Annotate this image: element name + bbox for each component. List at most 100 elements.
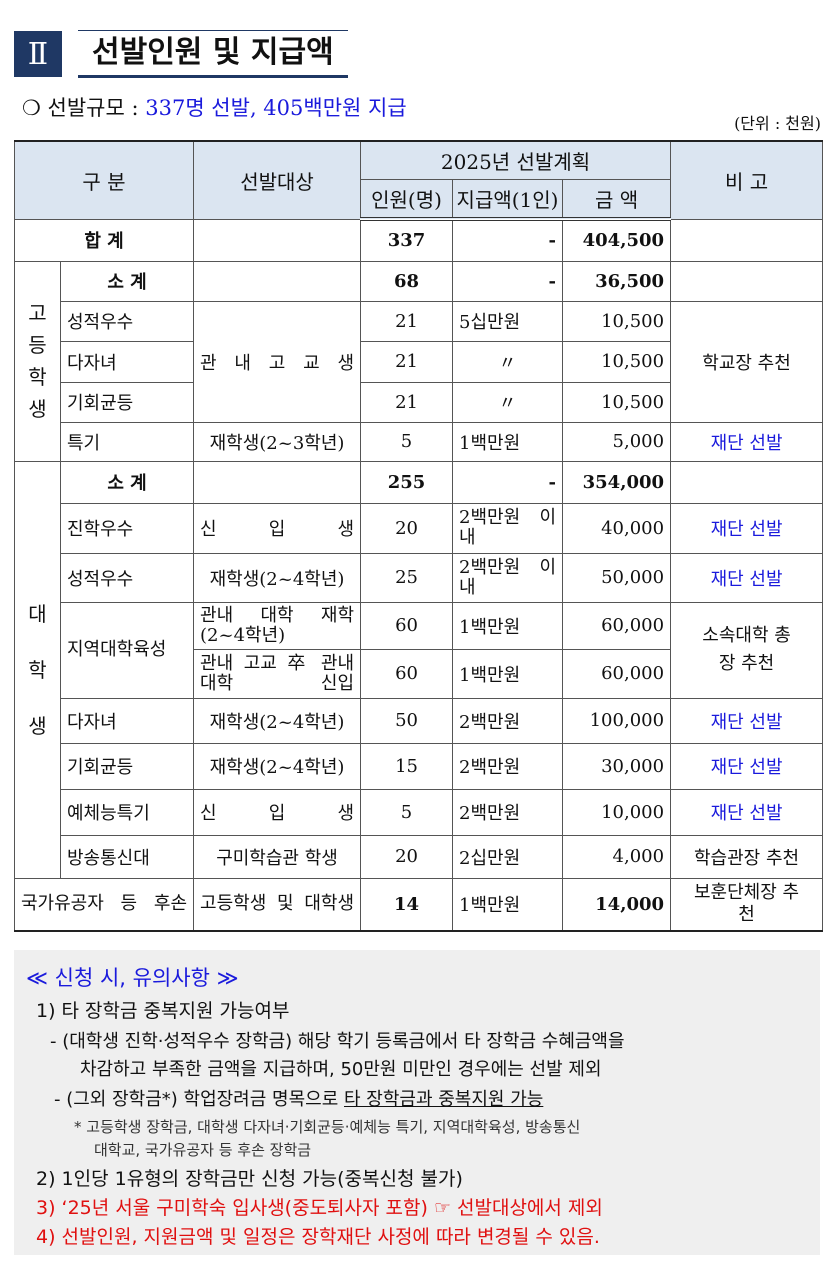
section-heading: Ⅱ 선발인원 및 지급액: [14, 30, 348, 78]
table-cell: 진학우수: [59, 502, 195, 554]
table-row: 예체능특기 신 입 생 5 2백만원 10,000 재단 선발: [15, 788, 824, 836]
table-cell: 30,000: [562, 742, 672, 790]
table-cell: 구 분: [13, 140, 195, 220]
table-cell: 학교장 추천: [670, 300, 824, 423]
table-cell: 재학생(2~4학년): [193, 552, 362, 603]
table-cell: 60,000: [562, 601, 672, 650]
table-cell: 14: [360, 877, 454, 932]
table-cell: 36,500: [562, 260, 672, 302]
table-cell: -: [452, 260, 564, 302]
table-cell: 소속대학 총장 추천: [670, 601, 824, 699]
table-cell: 지급액(1인): [452, 178, 564, 221]
table-cell: [670, 218, 824, 262]
table-cell: 5: [360, 421, 454, 462]
table-cell: 354,000: [562, 460, 672, 504]
table-cell: -: [452, 460, 564, 504]
table-cell: 구미학습관 학생: [193, 834, 362, 879]
bullet-icon: ❍: [22, 96, 41, 120]
table-row: 다자녀 21 〃 10,500: [15, 340, 823, 383]
table-cell: 15: [360, 742, 454, 790]
table-cell: 소 계: [59, 460, 195, 504]
section-number: Ⅱ: [14, 31, 62, 77]
table-cell: 2십만원: [452, 834, 564, 879]
table-cell: 다자녀: [59, 340, 195, 383]
table-cell: 선발대상: [193, 140, 362, 220]
table-row: 방송통신대 구미학습관 학생 20 2십만원 4,000 학습관장 추천: [15, 834, 824, 879]
table-cell: 관내 대학 재학 (2~4학년): [193, 601, 362, 650]
table-cell: 2025년 선발계획: [360, 140, 672, 180]
table-cell: 25: [360, 552, 454, 603]
table-row: 기회균등 21 〃 10,500: [15, 381, 823, 423]
table-row: 기회균등 재학생(2~4학년) 15 2백만원 30,000 재단 선발: [15, 742, 824, 790]
table-cell: 관 내 고 교 생: [193, 300, 362, 423]
table-cell: 다자녀: [59, 697, 195, 744]
section-title: 선발인원 및 지급액: [78, 30, 348, 78]
table-cell: 21: [360, 381, 454, 423]
table-cell: 기회균등: [59, 742, 195, 790]
table-cell: 재학생(2~4학년): [193, 697, 362, 744]
table-cell: 50: [360, 697, 454, 744]
table-cell: 〃: [452, 381, 564, 423]
table-cell: 소 계: [59, 260, 195, 302]
table-cell: 5십만원: [452, 300, 564, 342]
table-cell: 재단 선발: [670, 552, 824, 603]
table-cell: 재학생(2~4학년): [193, 742, 362, 790]
table-row: 대학생 소 계 255-354,000: [14, 460, 824, 879]
table-cell: 1백만원: [452, 877, 564, 932]
table-cell: 60,000: [562, 648, 672, 699]
table-cell: 〃: [452, 340, 564, 383]
table-cell: 고등학생 및 대학생: [193, 877, 362, 932]
table-cell: 20: [360, 834, 454, 879]
table-cell: 지역대학육성: [59, 601, 195, 699]
table-cell: 4,000: [562, 834, 672, 879]
table-cell: [193, 260, 362, 302]
table-cell: 10,000: [562, 788, 672, 836]
table-cell: 2백만원: [452, 742, 564, 790]
table-row: 관내 고교 卒 관내 대학 신입 60 1백만원 60,000: [15, 648, 823, 699]
table-cell: 재학생(2~3학년): [193, 421, 362, 462]
table-cell: 1백만원: [452, 601, 564, 650]
table-cell: 재단 선발: [670, 742, 824, 790]
table-cell: 비 고: [670, 140, 824, 220]
table-cell: 재단 선발: [670, 502, 824, 554]
table-cell: 1백만원: [452, 648, 564, 699]
table-cell: 국가유공자 등 후손: [13, 877, 195, 932]
table-cell: 14,000: [562, 877, 672, 932]
notes-title: ≪ 신청 시, 유의사항 ≫: [26, 966, 239, 990]
unit-label: (단위 : 천원): [734, 114, 821, 133]
table-cell: 68: [360, 260, 454, 302]
table-cell: [193, 218, 362, 262]
table-cell: 대학생: [14, 460, 61, 879]
table-cell: 337: [360, 218, 454, 262]
table-cell: 금 액: [562, 178, 672, 221]
table-cell: 고등학생: [14, 260, 61, 462]
table-cell: 255: [360, 460, 454, 504]
table-cell: 재단 선발: [670, 788, 824, 836]
table-cell: 신 입 생: [193, 502, 362, 554]
table-cell: [670, 260, 824, 302]
table-row: 지역대학육성 관내 대학 재학 (2~4학년) 60 1백만원 60,000 소속대학 총…: [15, 601, 824, 699]
table-cell: 60: [360, 601, 454, 650]
table-row-total: 합 계 337-404,500: [13, 218, 824, 262]
selection-scale: ❍ 선발규모 : 337명 선발, 405백만원 지급: [22, 96, 407, 120]
table-cell: 예체능특기: [59, 788, 195, 836]
table-cell: 1백만원: [452, 421, 564, 462]
table-cell: 인원(명): [360, 178, 454, 221]
table-cell: 21: [360, 340, 454, 383]
table-cell: 10,500: [562, 340, 672, 383]
table-cell: 5,000: [562, 421, 672, 462]
notes-box: ≪ 신청 시, 유의사항 ≫ 1) 타 장학금 중복지원 가능여부 - (대학생…: [14, 950, 820, 1255]
table-cell: 20: [360, 502, 454, 554]
table-cell: 5: [360, 788, 454, 836]
table-cell: 10,500: [562, 381, 672, 423]
table-row: 다자녀 재학생(2~4학년) 50 2백만원 100,000 재단 선발: [15, 697, 824, 744]
table-cell: -: [452, 218, 564, 262]
table-cell: 404,500: [562, 218, 672, 262]
selection-table: 구 분 선발대상 2025년 선발계획 비 고 인원(명) 지급액(1인) 금 액 합 계…: [13, 140, 824, 932]
table-cell: 관내 고교 卒 관내 대학 신입: [193, 648, 362, 699]
table-cell: [193, 460, 362, 504]
table-cell: 성적우수: [59, 300, 195, 342]
table-cell: 2백만원: [452, 697, 564, 744]
table-cell: 재단 선발: [670, 697, 824, 744]
table-cell: 특기: [59, 421, 195, 462]
